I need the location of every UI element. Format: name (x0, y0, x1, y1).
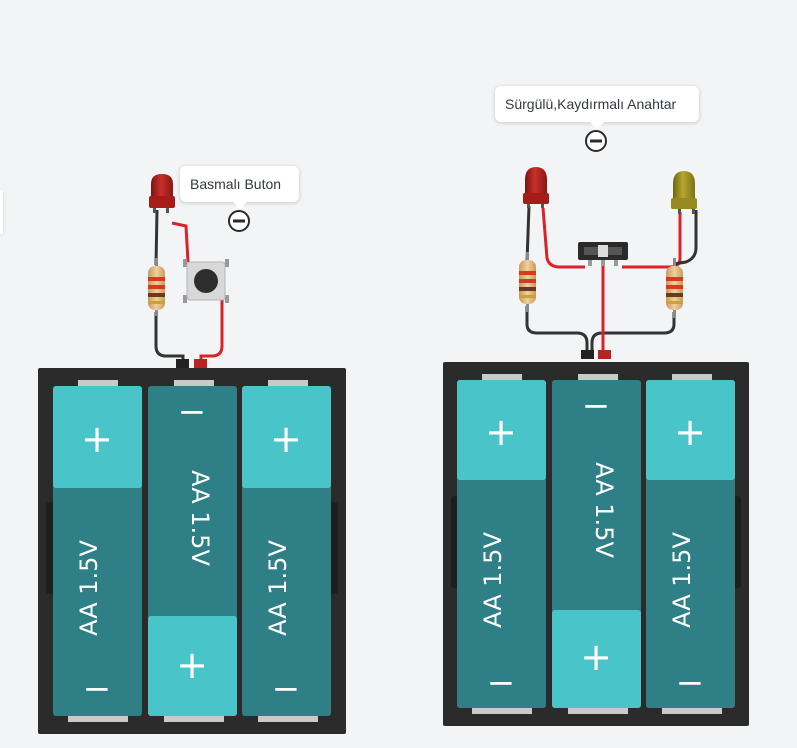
battery-right-3[interactable]: + AA 1.5V − (646, 380, 735, 708)
battery-minus: − (487, 663, 516, 703)
resistor-right-1[interactable] (519, 252, 536, 312)
wire-right-led-to-resistor[interactable] (673, 210, 698, 266)
battery-plus: + (81, 417, 113, 461)
wire-button-to-battery[interactable] (199, 300, 224, 366)
battery-minus: − (676, 663, 705, 703)
slide-switch-circuit: + AA 1.5V − − AA 1.5V + + AA 1.5V − (443, 130, 749, 726)
slide-switch-tooltip: Sürgülü,Kaydırmalı Anahtar (495, 86, 699, 129)
battery-label: AA 1.5V (668, 532, 696, 628)
battery-minus: − (178, 392, 207, 432)
battery-plus: + (176, 643, 208, 687)
battery-label: AA 1.5V (590, 462, 618, 558)
battery-label: AA 1.5V (264, 540, 292, 636)
battery-label: AA 1.5V (479, 532, 507, 628)
battery-plus: + (580, 635, 612, 679)
battery-minus: − (272, 669, 301, 709)
wire-left-led-to-switch[interactable] (541, 207, 585, 269)
wire-led-to-button[interactable] (171, 221, 190, 263)
push-button-circuit: + AA 1.5V − − AA 1.5V + + AA 1.5V − (38, 174, 346, 734)
battery-left-3[interactable]: + AA 1.5V − (242, 386, 331, 716)
led-red-left[interactable] (149, 174, 175, 213)
slide-switch[interactable] (578, 242, 628, 266)
battery-minus: − (83, 669, 112, 709)
battery-label: AA 1.5V (186, 470, 214, 566)
wire-resistor-to-battery[interactable] (154, 312, 185, 366)
battery-label: AA 1.5V (75, 540, 103, 636)
battery-right-2[interactable]: − AA 1.5V + (552, 380, 641, 708)
remove-icon[interactable] (228, 210, 250, 232)
wire-left-resistor-to-battery[interactable] (525, 306, 589, 354)
battery-plus: + (485, 410, 517, 454)
battery-plus: + (270, 417, 302, 461)
resistor-right-2[interactable] (666, 258, 683, 318)
wire-right-led-to-switch[interactable] (622, 212, 682, 269)
battery-minus: − (582, 386, 611, 426)
push-button-tooltip: Basmalı Buton (180, 166, 299, 209)
battery-right-1[interactable]: + AA 1.5V − (457, 380, 546, 708)
push-button[interactable] (183, 259, 229, 303)
wire-right-resistor-to-battery[interactable] (590, 312, 676, 354)
led-red-right[interactable] (523, 167, 549, 208)
battery-left-2[interactable]: − AA 1.5V + (148, 386, 237, 716)
resistor-left[interactable] (148, 258, 165, 316)
battery-left-1[interactable]: + AA 1.5V − (53, 386, 142, 716)
led-yellow-right[interactable] (671, 171, 697, 214)
remove-icon[interactable] (585, 130, 607, 152)
wire-led-to-resistor[interactable] (154, 209, 159, 266)
battery-plus: + (674, 410, 706, 454)
side-panel-edge[interactable] (0, 190, 3, 234)
